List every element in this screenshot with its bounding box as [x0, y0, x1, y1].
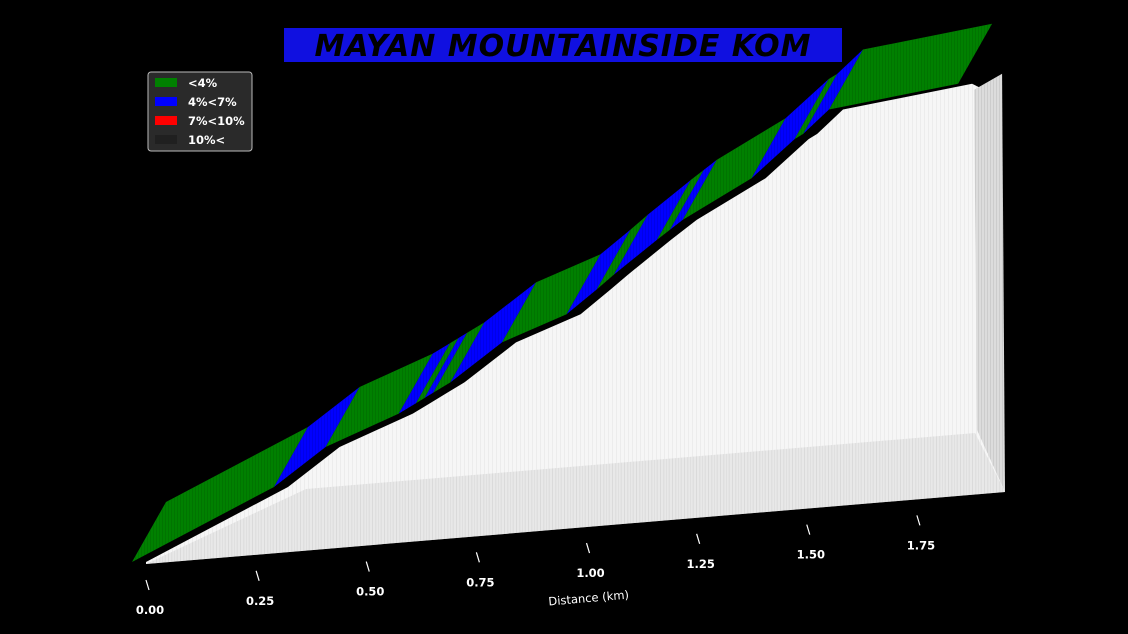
- x-tick-label: 1.75: [907, 538, 935, 552]
- chart-title: MAYAN MOUNTAINSIDE KOM: [315, 29, 812, 64]
- x-tick-mark: [806, 524, 811, 535]
- legend-swatch: [155, 135, 177, 144]
- grade-segment-texture: [433, 322, 485, 393]
- grade-segment-texture: [424, 332, 468, 398]
- profile-surface: [146, 73, 1005, 565]
- grade-segment-texture: [415, 337, 459, 404]
- x-tick-mark: [916, 515, 921, 526]
- grade-segment-texture: [398, 343, 450, 414]
- x-tick-label: 1.00: [576, 566, 604, 580]
- x-tick-label: 1.50: [797, 548, 825, 562]
- grade-segment-texture: [794, 73, 838, 140]
- x-tick-mark: [585, 542, 591, 554]
- grade-segment-texture: [566, 229, 631, 315]
- grade-segment-texture: [273, 386, 360, 487]
- x-tick-label: 0.75: [466, 575, 494, 589]
- grade-segment-texture: [803, 49, 864, 134]
- x-tick-label: 1.25: [686, 557, 714, 571]
- grade-segment-texture: [450, 282, 537, 383]
- x-tick-label: 0.50: [356, 585, 384, 599]
- legend-swatch: [155, 78, 177, 87]
- grade-segment-texture: [596, 214, 648, 290]
- x-tick-label: 0.00: [136, 603, 164, 617]
- grade-segment-texture: [613, 179, 691, 275]
- legend-swatch: [155, 97, 177, 106]
- profile-body: [146, 83, 1005, 565]
- legend-box: [147, 71, 253, 152]
- x-tick-mark: [696, 533, 701, 545]
- legend-label: <4%: [188, 76, 218, 90]
- x-tick-mark: [255, 570, 260, 581]
- x-tick-label: 0.25: [246, 594, 274, 608]
- grade-segment-texture: [325, 353, 433, 447]
- legend: <4% 4%<7% 7%<10% 10%<: [147, 71, 253, 152]
- legend-label: 4%<7%: [188, 95, 237, 109]
- grade-segment-texture: [829, 23, 993, 110]
- profile-side-wall: [974, 73, 1005, 493]
- grade-segment-texture: [669, 159, 717, 230]
- grade-segment-texture: [656, 169, 704, 240]
- x-tick-mark: [475, 552, 480, 563]
- x-tick-mark: [145, 579, 150, 591]
- legend-label: 7%<10%: [188, 114, 245, 128]
- profile-skirt: [146, 433, 1005, 564]
- grade-segment-texture: [502, 254, 601, 343]
- grade-segment-texture: [132, 426, 308, 562]
- grade-segment-texture: [751, 79, 829, 179]
- legend-label: 10%<: [188, 133, 225, 147]
- title-background: [284, 28, 842, 62]
- x-axis-label: Distance (km): [548, 588, 630, 609]
- x-tick-mark: [365, 561, 370, 572]
- x-axis-ticks: 0.00 0.25 0.50 0.75 1.00 1.25 1.50 1.75: [136, 515, 935, 617]
- grade-ribbon: [132, 23, 993, 562]
- legend-swatch: [155, 116, 177, 125]
- grade-segment-texture: [682, 118, 786, 220]
